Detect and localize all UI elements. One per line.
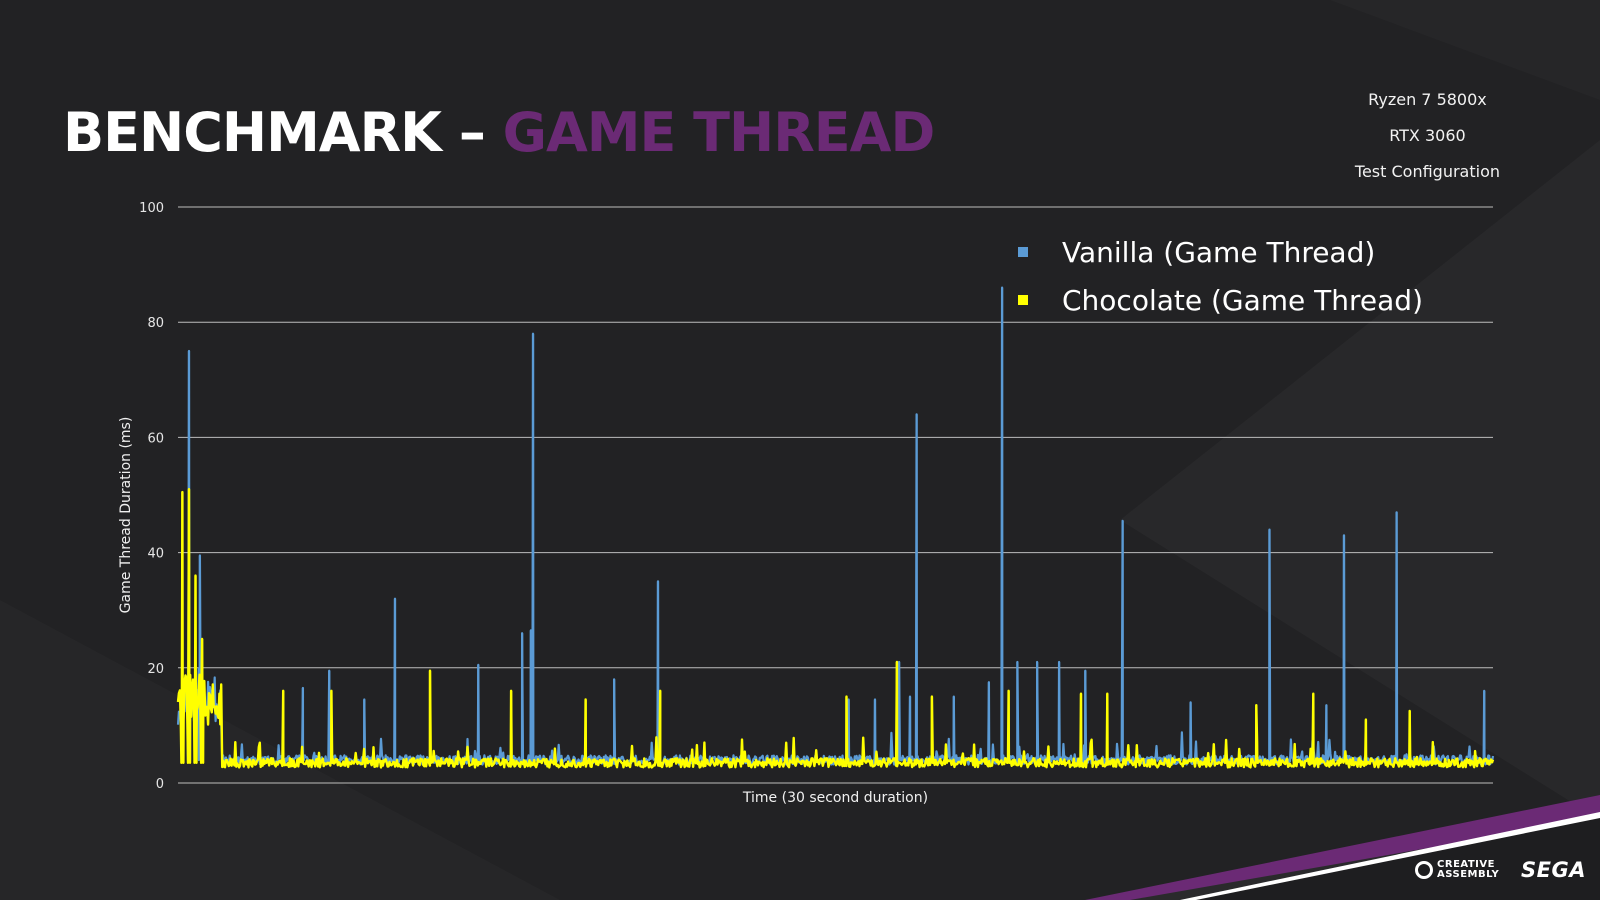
series-line-chocolate [176,488,1495,769]
y-tick-label-20: 20 [147,662,164,677]
x-axis-label: Time (30 second duration) [742,790,928,806]
config-gpu: RTX 3060 [1389,126,1466,145]
y-tick-label-0: 0 [156,777,164,792]
legend-item-vanilla: Vanilla (Game Thread) [1018,228,1423,276]
chart-legend: Vanilla (Game Thread) Chocolate (Game Th… [1018,228,1423,324]
y-tick-label-60: 60 [147,431,164,446]
title-part-white: BENCHMARK – [63,101,503,164]
y-axis-label: Game Thread Duration (ms) [118,417,134,614]
legend-swatch-chocolate [1018,295,1028,305]
legend-item-chocolate: Chocolate (Game Thread) [1018,276,1423,324]
legend-label-vanilla: Vanilla (Game Thread) [1062,235,1376,269]
config-cpu: Ryzen 7 5800x [1368,90,1487,109]
title-part-accent: GAME THREAD [502,101,936,164]
legend-swatch-vanilla [1018,247,1028,257]
footer-logos: CREATIVE ASSEMBLY SEGA [1415,858,1586,882]
y-tick-label-40: 40 [147,547,164,562]
creative-assembly-icon [1415,861,1434,879]
sega-logo: SEGA [1521,858,1586,882]
y-tick-label-80: 80 [147,316,164,331]
page-title: BENCHMARK – GAME THREAD [63,100,936,166]
creative-assembly-logo: CREATIVE ASSEMBLY [1437,859,1500,880]
test-configuration: Ryzen 7 5800x RTX 3060 Test Configuratio… [1355,82,1500,190]
legend-label-chocolate: Chocolate (Game Thread) [1062,283,1424,317]
config-label: Test Configuration [1354,162,1500,181]
y-tick-label-100: 100 [139,201,164,216]
